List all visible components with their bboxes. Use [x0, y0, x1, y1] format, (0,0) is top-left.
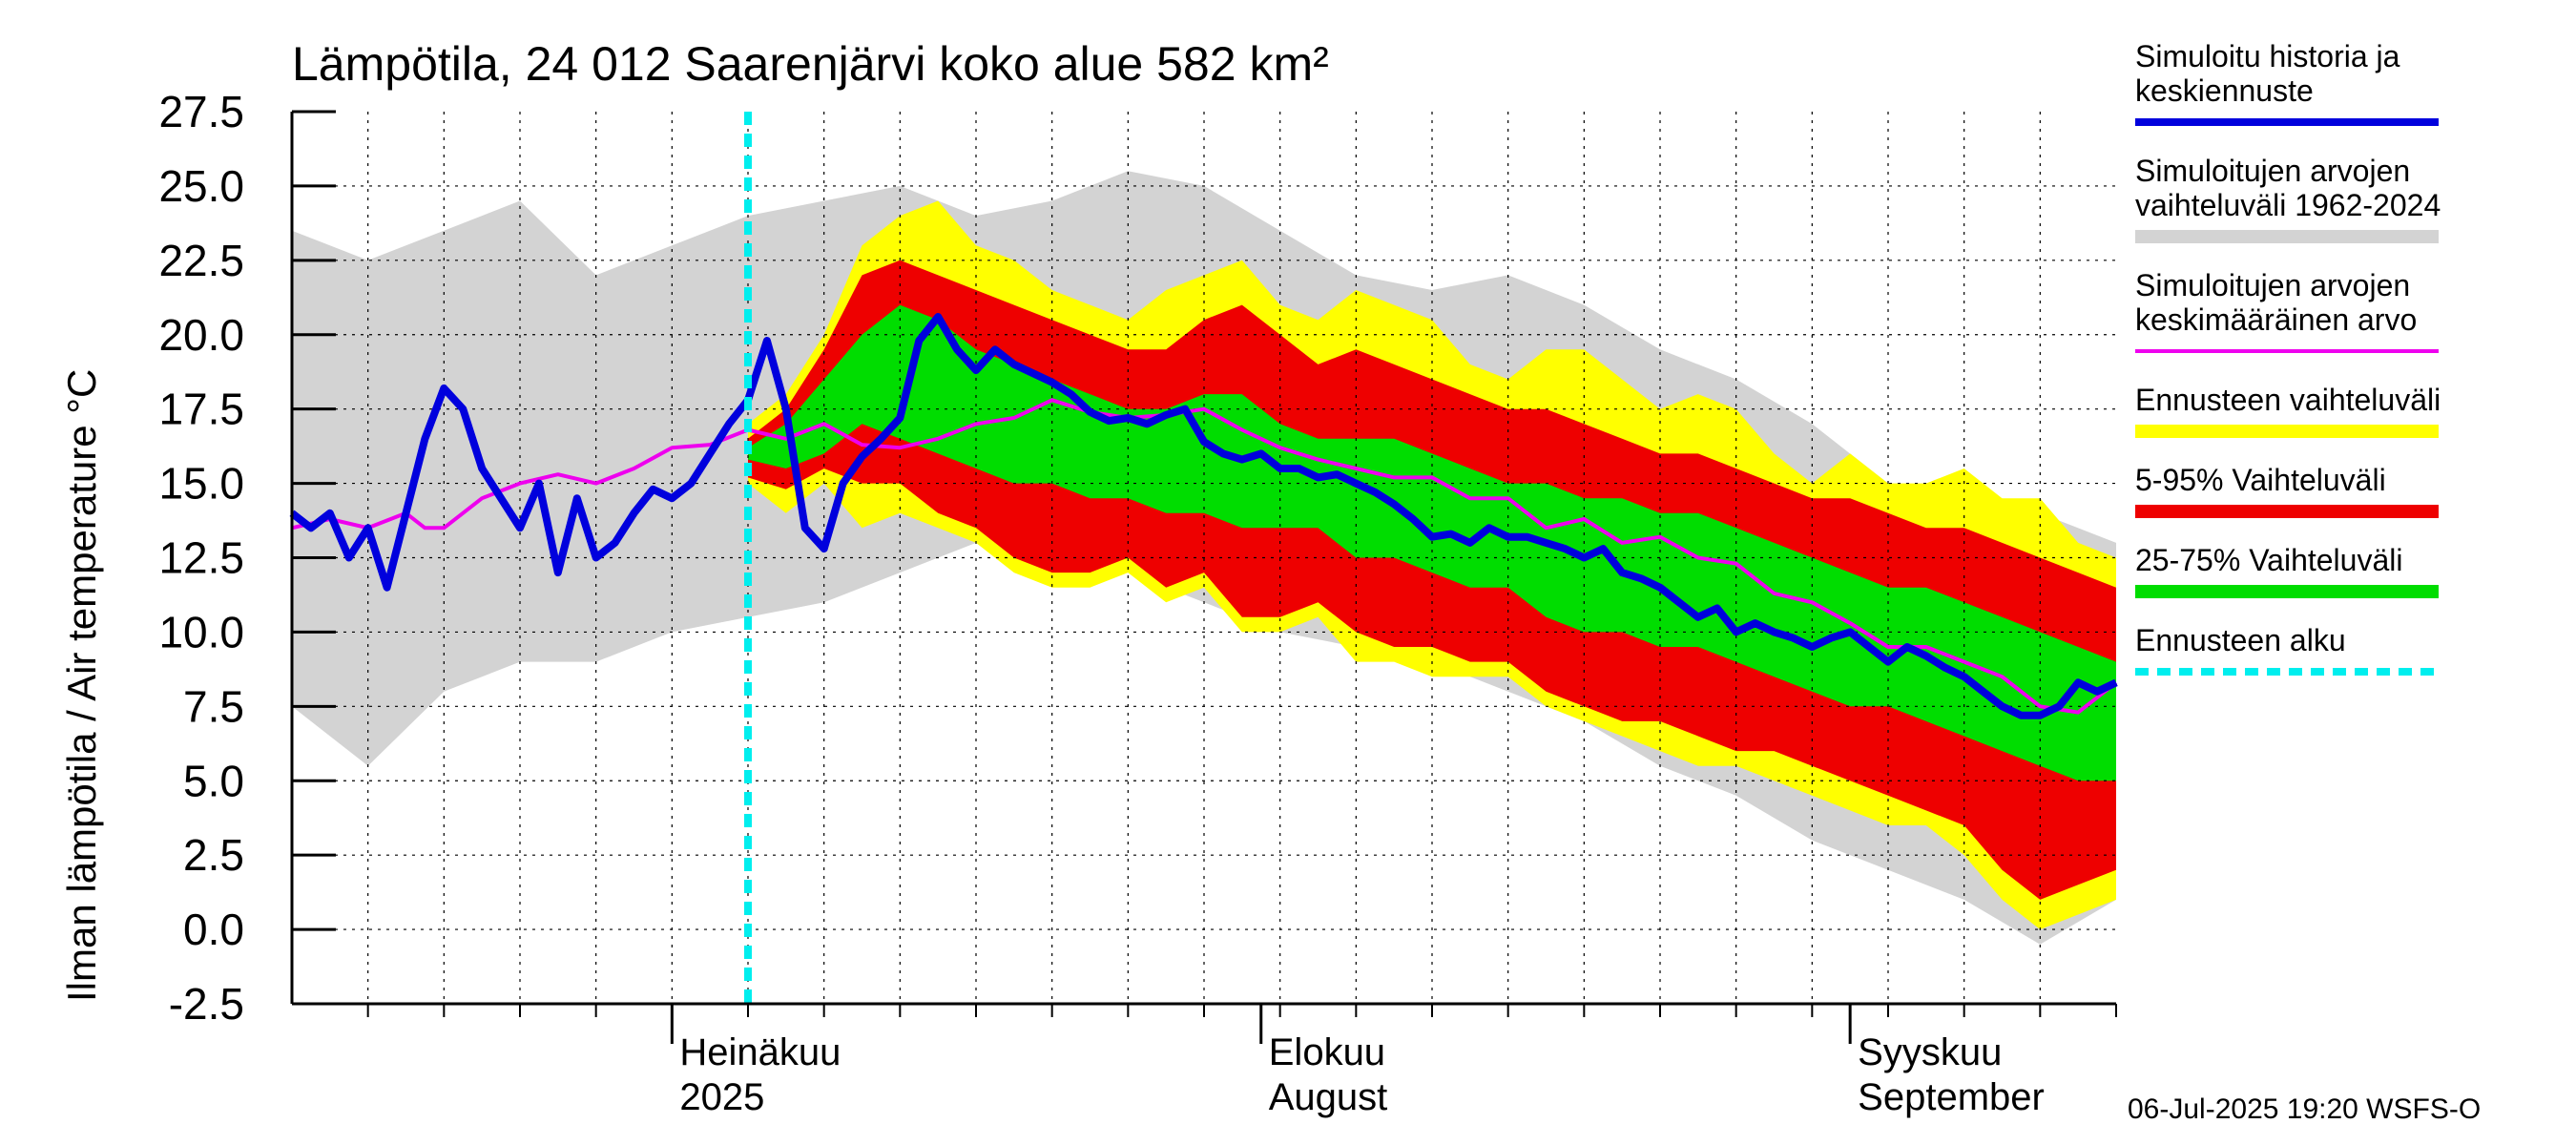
y-tick-label: 0.0 — [183, 905, 244, 954]
legend-label: Simuloitujen arvojen — [2135, 268, 2410, 302]
legend-label: keskimääräinen arvo — [2135, 302, 2417, 337]
y-tick-label: 15.0 — [158, 459, 244, 509]
legend-label: Simuloitu historia ja — [2135, 39, 2400, 73]
y-tick-label: 7.5 — [183, 681, 244, 731]
history-line — [289, 313, 2118, 719]
y-tick-label: -2.5 — [169, 979, 244, 1029]
footer-timestamp: 06-Jul-2025 19:20 WSFS-O — [2128, 1093, 2481, 1125]
chart-title: Lämpötila, 24 012 Saarenjärvi koko alue … — [292, 37, 1329, 91]
y-tick-label: 5.0 — [183, 756, 244, 805]
y-tick-label: 20.0 — [158, 310, 244, 360]
y-tick-label: 17.5 — [158, 385, 244, 434]
x-month-sublabel: 2025 — [679, 1076, 764, 1118]
plot-area: 27.5 25.0 22.5 20.0 17.5 15.0 12.5 10.0 7.5 5.0 2.… — [158, 87, 2118, 1118]
legend-label: vaihteluväli 1962-2024 — [2135, 188, 2441, 222]
y-axis-label: Ilman lämpötila / Air temperature °C — [59, 369, 104, 1002]
y-tick-label: 12.5 — [158, 533, 244, 583]
x-month-sublabel: September — [1858, 1076, 2045, 1118]
y-tick-label: 22.5 — [158, 236, 244, 285]
legend-label: Ennusteen vaihteluväli — [2135, 383, 2441, 417]
y-tick-label: 25.0 — [158, 161, 244, 211]
legend-label: 25-75% Vaihteluväli — [2135, 543, 2402, 577]
legend-label: keskiennuste — [2135, 73, 2314, 108]
legend-label: Simuloitujen arvojen — [2135, 154, 2410, 188]
y-tick-label: 2.5 — [183, 830, 244, 880]
y-tick-label: 27.5 — [158, 87, 244, 136]
x-month-label: Heinäkuu — [679, 1031, 841, 1073]
legend-label: 5-95% Vaihteluväli — [2135, 463, 2386, 497]
x-month-label: Syyskuu — [1858, 1031, 2002, 1073]
legend-label: Ennusteen alku — [2135, 623, 2346, 657]
y-tick-label: 10.0 — [158, 607, 244, 656]
x-month-label: Elokuu — [1269, 1031, 1385, 1073]
x-month-sublabel: August — [1269, 1076, 1388, 1118]
